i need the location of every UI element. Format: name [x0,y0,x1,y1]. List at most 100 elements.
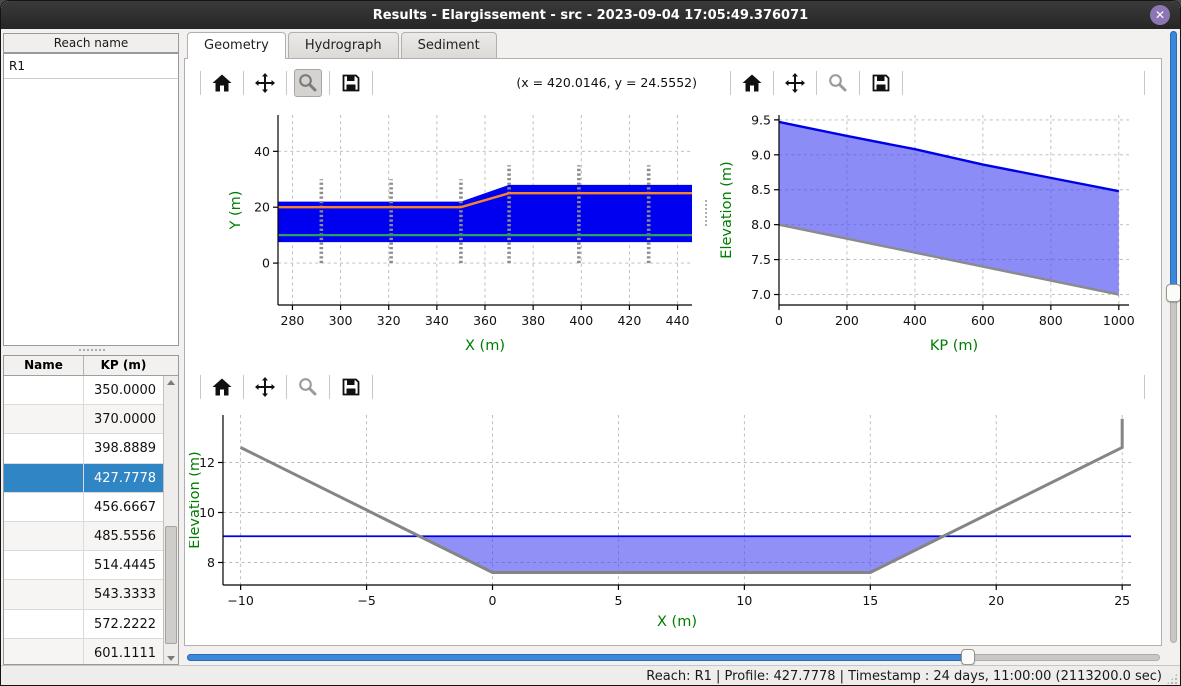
home-icon [742,74,762,92]
table-row[interactable]: 601.1111 [4,638,178,664]
cell-kp[interactable]: 427.7778 [84,463,163,492]
table-row[interactable]: 543.3333 [4,580,178,610]
close-icon[interactable]: ✕ [1150,5,1170,25]
scroll-up-button[interactable] [164,376,178,388]
toolbar-separator [1144,71,1145,95]
table-row-selected[interactable]: 427.7778 [4,463,178,493]
svg-text:320: 320 [377,313,401,328]
svg-text:8: 8 [207,555,215,570]
profile-table: Name KP (m) 350.0000 370.0000 398.8889 4… [3,355,179,665]
cell-name[interactable] [4,434,84,463]
svg-text:−5: −5 [357,593,375,608]
cell-kp[interactable]: 601.1111 [94,645,157,661]
magnifier-icon [299,378,317,396]
cell-name[interactable] [4,492,84,521]
cell-name[interactable] [4,638,84,664]
toolbar-separator [200,375,201,399]
save-button[interactable] [867,69,895,97]
table-row[interactable]: 485.5556 [4,521,178,552]
pan-button[interactable] [251,373,279,401]
slider-fill [187,654,969,661]
svg-text:15: 15 [862,593,878,608]
move-icon [255,377,275,397]
svg-text:9.5: 9.5 [751,112,771,127]
series-water-surface [778,120,1120,193]
move-icon [255,73,275,93]
cell-name[interactable] [4,463,84,492]
pan-button[interactable] [251,69,279,97]
y-axis-label: Y (m) [228,191,244,231]
reach-list[interactable]: R1 [3,53,179,346]
table-row[interactable]: 398.8889 [4,434,178,464]
sidebar: Reach name R1 Name KP (m) 350.0000 370.0… [1,29,182,665]
table-row[interactable]: 350.0000 [4,376,178,406]
cell-kp[interactable]: 456.6667 [94,499,157,515]
plan-view-chart[interactable]: 280 300 320 340 360 380 400 420 440 0 20 40 X (m) Y (… [210,103,698,359]
slider-handle[interactable] [961,649,976,665]
cell-kp[interactable]: 514.4445 [94,558,157,574]
vertical-slider[interactable] [1166,31,1180,643]
svg-text:7.5: 7.5 [751,252,771,267]
zoom-button[interactable] [294,373,322,401]
cross-section-chart[interactable]: −10 −5 0 5 10 15 20 25 8 10 12 X (m) Elevation (m) [189,405,1155,635]
cell-name[interactable] [4,551,84,580]
save-button[interactable] [337,373,365,401]
list-item-reach[interactable]: R1 [4,54,178,79]
arrow-down-icon [167,656,175,661]
table-header-row: Name KP (m) [4,356,178,376]
zoom-button[interactable] [824,69,852,97]
svg-text:0: 0 [489,593,497,608]
cell-kp[interactable]: 572.2222 [94,616,157,632]
svg-text:8.5: 8.5 [751,182,771,197]
svg-text:600: 600 [971,313,995,328]
panel-splitter-handle[interactable] [704,199,708,227]
table-row[interactable]: 514.4445 [4,551,178,581]
cell-kp[interactable]: 543.3333 [94,587,157,603]
save-button[interactable] [337,69,365,97]
table-row[interactable]: 370.0000 [4,405,178,435]
series-water-body [779,121,1119,295]
cell-name[interactable] [4,405,84,434]
zoom-button-active[interactable] [294,69,322,97]
table-scrollbar[interactable] [163,376,178,664]
tab-geometry[interactable]: Geometry [187,32,286,59]
save-icon [342,74,360,92]
slider-fill [1170,31,1177,293]
cell-kp[interactable]: 485.5556 [94,528,157,544]
toolbar-separator [329,375,330,399]
table-row[interactable]: 572.2222 [4,609,178,639]
home-button[interactable] [208,373,236,401]
status-text: Reach: R1 | Profile: 427.7778 | Timestam… [646,669,1162,684]
pan-button[interactable] [781,69,809,97]
cell-name[interactable] [4,580,84,609]
cell-name[interactable] [4,521,84,551]
x-axis-label: X (m) [465,338,505,354]
tab-hydrograph[interactable]: Hydrograph [287,32,399,58]
svg-text:0: 0 [775,313,783,328]
time-slider[interactable] [187,649,1160,665]
toolbar-separator [859,71,860,95]
scroll-down-button[interactable] [164,652,178,664]
slider-handle[interactable] [1166,283,1180,302]
svg-text:380: 380 [521,313,545,328]
svg-text:20: 20 [988,593,1004,608]
y-axis-label: Elevation (m) [719,161,735,258]
toolbar-separator [200,71,201,95]
cell-kp[interactable]: 398.8889 [94,441,157,457]
svg-text:10: 10 [736,593,752,608]
title-bar[interactable]: Results - Elargissement - src - 2023-09-… [1,1,1180,29]
col-header-kp: KP (m) [100,358,147,372]
scrollbar-thumb[interactable] [165,525,177,644]
table-row[interactable]: 456.6667 [4,492,178,522]
cell-name[interactable] [4,609,84,638]
tab-sediment[interactable]: Sediment [400,32,497,58]
series-bed-profile [239,418,1124,574]
splitter-handle[interactable] [77,348,106,352]
resize-grip-icon[interactable] [1166,673,1178,685]
cell-name[interactable] [4,376,84,405]
cell-kp[interactable]: 370.0000 [94,412,157,428]
longitudinal-profile-chart[interactable]: 0 200 400 600 800 1000 7.0 7.5 8.0 8.5 9.0 9.5 KP (m… [719,103,1159,359]
home-button[interactable] [738,69,766,97]
cell-kp[interactable]: 350.0000 [94,383,157,398]
home-button[interactable] [208,69,236,97]
